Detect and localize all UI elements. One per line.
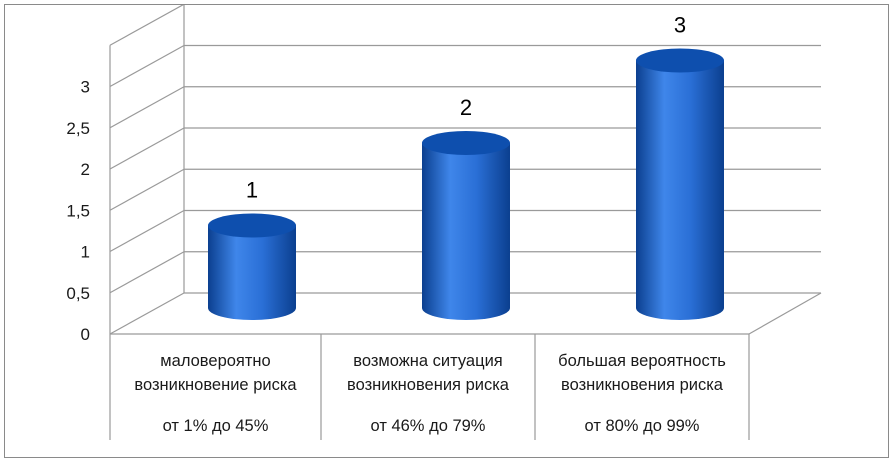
- category-table: [109, 334, 750, 440]
- gridline-side: [109, 209, 185, 253]
- gridline-side: [109, 251, 185, 294]
- bar-body: [208, 225, 296, 320]
- category-label: возникновение риска: [134, 376, 297, 394]
- data-label: 1: [246, 178, 258, 203]
- y-tick-label: 1,5: [66, 201, 90, 220]
- gridline-side: [109, 5, 184, 46]
- category-label: большая вероятность: [558, 352, 726, 370]
- category-label: маловероятно: [160, 352, 270, 370]
- category-range-label: от 80% до 99%: [585, 417, 700, 435]
- y-tick-label: 0: [81, 325, 90, 344]
- gridline-side: [109, 44, 185, 88]
- floor-right-edge: [748, 292, 822, 335]
- category-label: возникновения риска: [347, 376, 510, 394]
- bar-cylinder: [422, 131, 510, 320]
- bars: [208, 48, 724, 320]
- y-tick-label: 2: [81, 160, 90, 179]
- bar-body: [636, 60, 724, 320]
- bar-top: [636, 48, 724, 73]
- y-tick-label: 0,5: [66, 284, 90, 303]
- category-range-label: от 1% до 45%: [163, 417, 269, 435]
- bar-top: [422, 131, 510, 155]
- chart-frame: 0 0,5 1 1,5 2 2,5 3 маловероятно возникновение р…: [4, 4, 889, 458]
- y-tick-label: 1: [81, 243, 90, 262]
- data-label: 3: [674, 13, 686, 38]
- category-label: возможна ситуация: [353, 352, 502, 370]
- gridline-side: [109, 86, 185, 129]
- bar-top: [208, 213, 296, 238]
- labels: 0 0,5 1 1,5 2 2,5 3 маловероятно возникновение р…: [66, 13, 726, 436]
- bar-body: [422, 143, 510, 320]
- chart-canvas: 0 0,5 1 1,5 2 2,5 3 маловероятно возникновение р…: [66, 5, 822, 440]
- gridline-side: [109, 292, 185, 335]
- data-label: 2: [460, 95, 472, 120]
- bar-cylinder: [636, 48, 724, 320]
- y-tick-label: 3: [81, 78, 90, 97]
- bar-cylinder: [208, 213, 296, 320]
- category-label: возникновения риска: [561, 376, 724, 394]
- y-tick-label: 2,5: [66, 119, 90, 138]
- gridline-side: [109, 127, 185, 170]
- category-range-label: от 46% до 79%: [371, 417, 486, 435]
- gridline-side: [109, 168, 185, 211]
